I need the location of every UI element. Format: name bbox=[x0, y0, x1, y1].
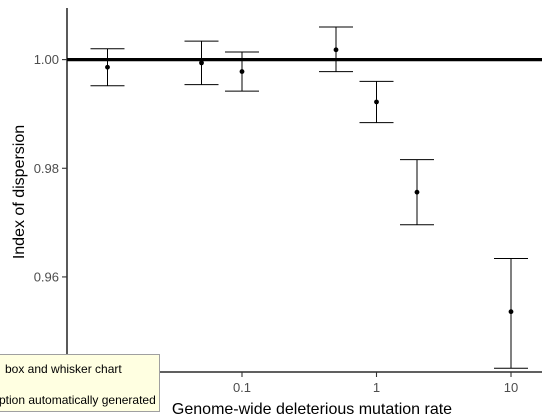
y-tick-label: 0.98 bbox=[34, 161, 59, 176]
x-tick-label: 10 bbox=[504, 380, 518, 395]
x-tick-label: 1 bbox=[373, 380, 380, 395]
data-point bbox=[374, 99, 379, 105]
tooltip-text-line1: box and whisker chart bbox=[5, 362, 122, 376]
data-point bbox=[333, 47, 339, 53]
x-axis-title: Genome-wide deleterious mutation rate bbox=[172, 401, 452, 418]
data-point bbox=[508, 309, 514, 315]
y-tick-label: 0.96 bbox=[34, 269, 59, 284]
x-tick-label: 0.1 bbox=[233, 380, 251, 395]
y-tick-label: 1.00 bbox=[34, 52, 59, 67]
data-point bbox=[239, 69, 245, 74]
data-point bbox=[199, 60, 204, 66]
data-point bbox=[105, 64, 110, 70]
caption-tooltip: box and whisker chart ption automaticall… bbox=[0, 354, 160, 412]
tooltip-text-line2: ption automatically generated bbox=[0, 393, 156, 407]
data-point bbox=[414, 189, 420, 195]
y-axis-title: Index of dispersion bbox=[11, 125, 28, 259]
